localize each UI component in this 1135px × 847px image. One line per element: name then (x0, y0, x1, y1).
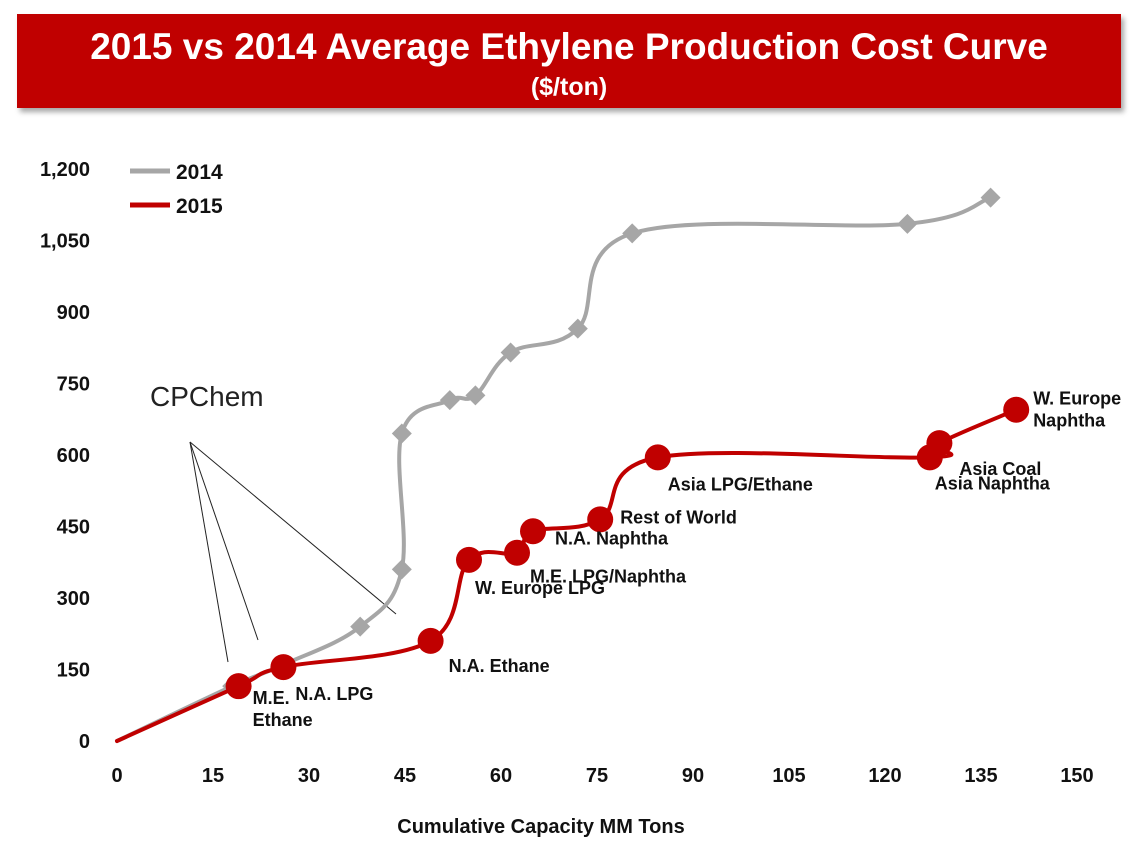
x-tick-label: 15 (202, 765, 224, 787)
cpchem-label: CPChem (150, 381, 264, 412)
y-tick-label: 1,050 (40, 231, 90, 253)
point-label: Asia LPG/Ethane (668, 474, 813, 494)
cpchem-pointer-line (190, 442, 396, 614)
cpchem-pointer-line (190, 442, 228, 662)
x-tick-label: 30 (298, 765, 320, 787)
series-point-2015 (418, 628, 444, 654)
series-point-2015 (926, 430, 952, 456)
legend-label-2015: 2015 (176, 195, 223, 218)
x-tick-label: 45 (394, 765, 416, 787)
point-label: W. Europe Naphtha (1033, 389, 1121, 431)
series-point-2015 (456, 547, 482, 573)
series-point-2015 (645, 444, 671, 470)
series-layer (117, 188, 1029, 741)
cpchem-pointer-line (190, 442, 258, 640)
series-point-2015 (226, 673, 252, 699)
x-tick-label: 120 (868, 765, 901, 787)
point-label: Rest of World (620, 507, 737, 527)
x-tick-label: 75 (586, 765, 608, 787)
series-point-2015 (270, 654, 296, 680)
x-tick-label: 150 (1060, 765, 1093, 787)
point-label: M.E. LPG/Naphtha (530, 567, 687, 587)
series-point-2014 (981, 188, 1001, 208)
point-label: N.A. LPG (295, 684, 373, 704)
legend: 2014 2015 (130, 161, 223, 218)
y-tick-label: 1,200 (40, 159, 90, 181)
series-point-2014 (392, 559, 412, 579)
series-point-2015 (1003, 397, 1029, 423)
y-tick-label: 150 (57, 660, 90, 682)
x-tick-label: 105 (772, 765, 805, 787)
series-point-2015 (520, 518, 546, 544)
x-axis-label: Cumulative Capacity MM Tons (397, 816, 684, 838)
x-tick-label: 60 (490, 765, 512, 787)
x-tick-label: 90 (682, 765, 704, 787)
y-tick-label: 300 (57, 588, 90, 610)
x-tick-label: 0 (111, 765, 122, 787)
y-tick-label: 450 (57, 517, 90, 539)
series-point-2015 (504, 540, 530, 566)
x-tick-label: 135 (964, 765, 997, 787)
y-tick-label: 0 (79, 731, 90, 753)
point-label: Asia Coal (959, 459, 1041, 479)
point-label: N.A. Naphtha (555, 528, 669, 548)
legend-label-2014: 2014 (176, 161, 223, 184)
series-line-2014 (117, 198, 991, 741)
y-tick-label: 750 (57, 374, 90, 396)
series-point-2014 (440, 390, 460, 410)
y-tick-label: 900 (57, 302, 90, 324)
point-label: N.A. Ethane (449, 656, 550, 676)
y-tick-label: 600 (57, 445, 90, 467)
series-point-2014 (392, 424, 412, 444)
series-point-2014 (897, 214, 917, 234)
series-point-2014 (622, 223, 642, 243)
